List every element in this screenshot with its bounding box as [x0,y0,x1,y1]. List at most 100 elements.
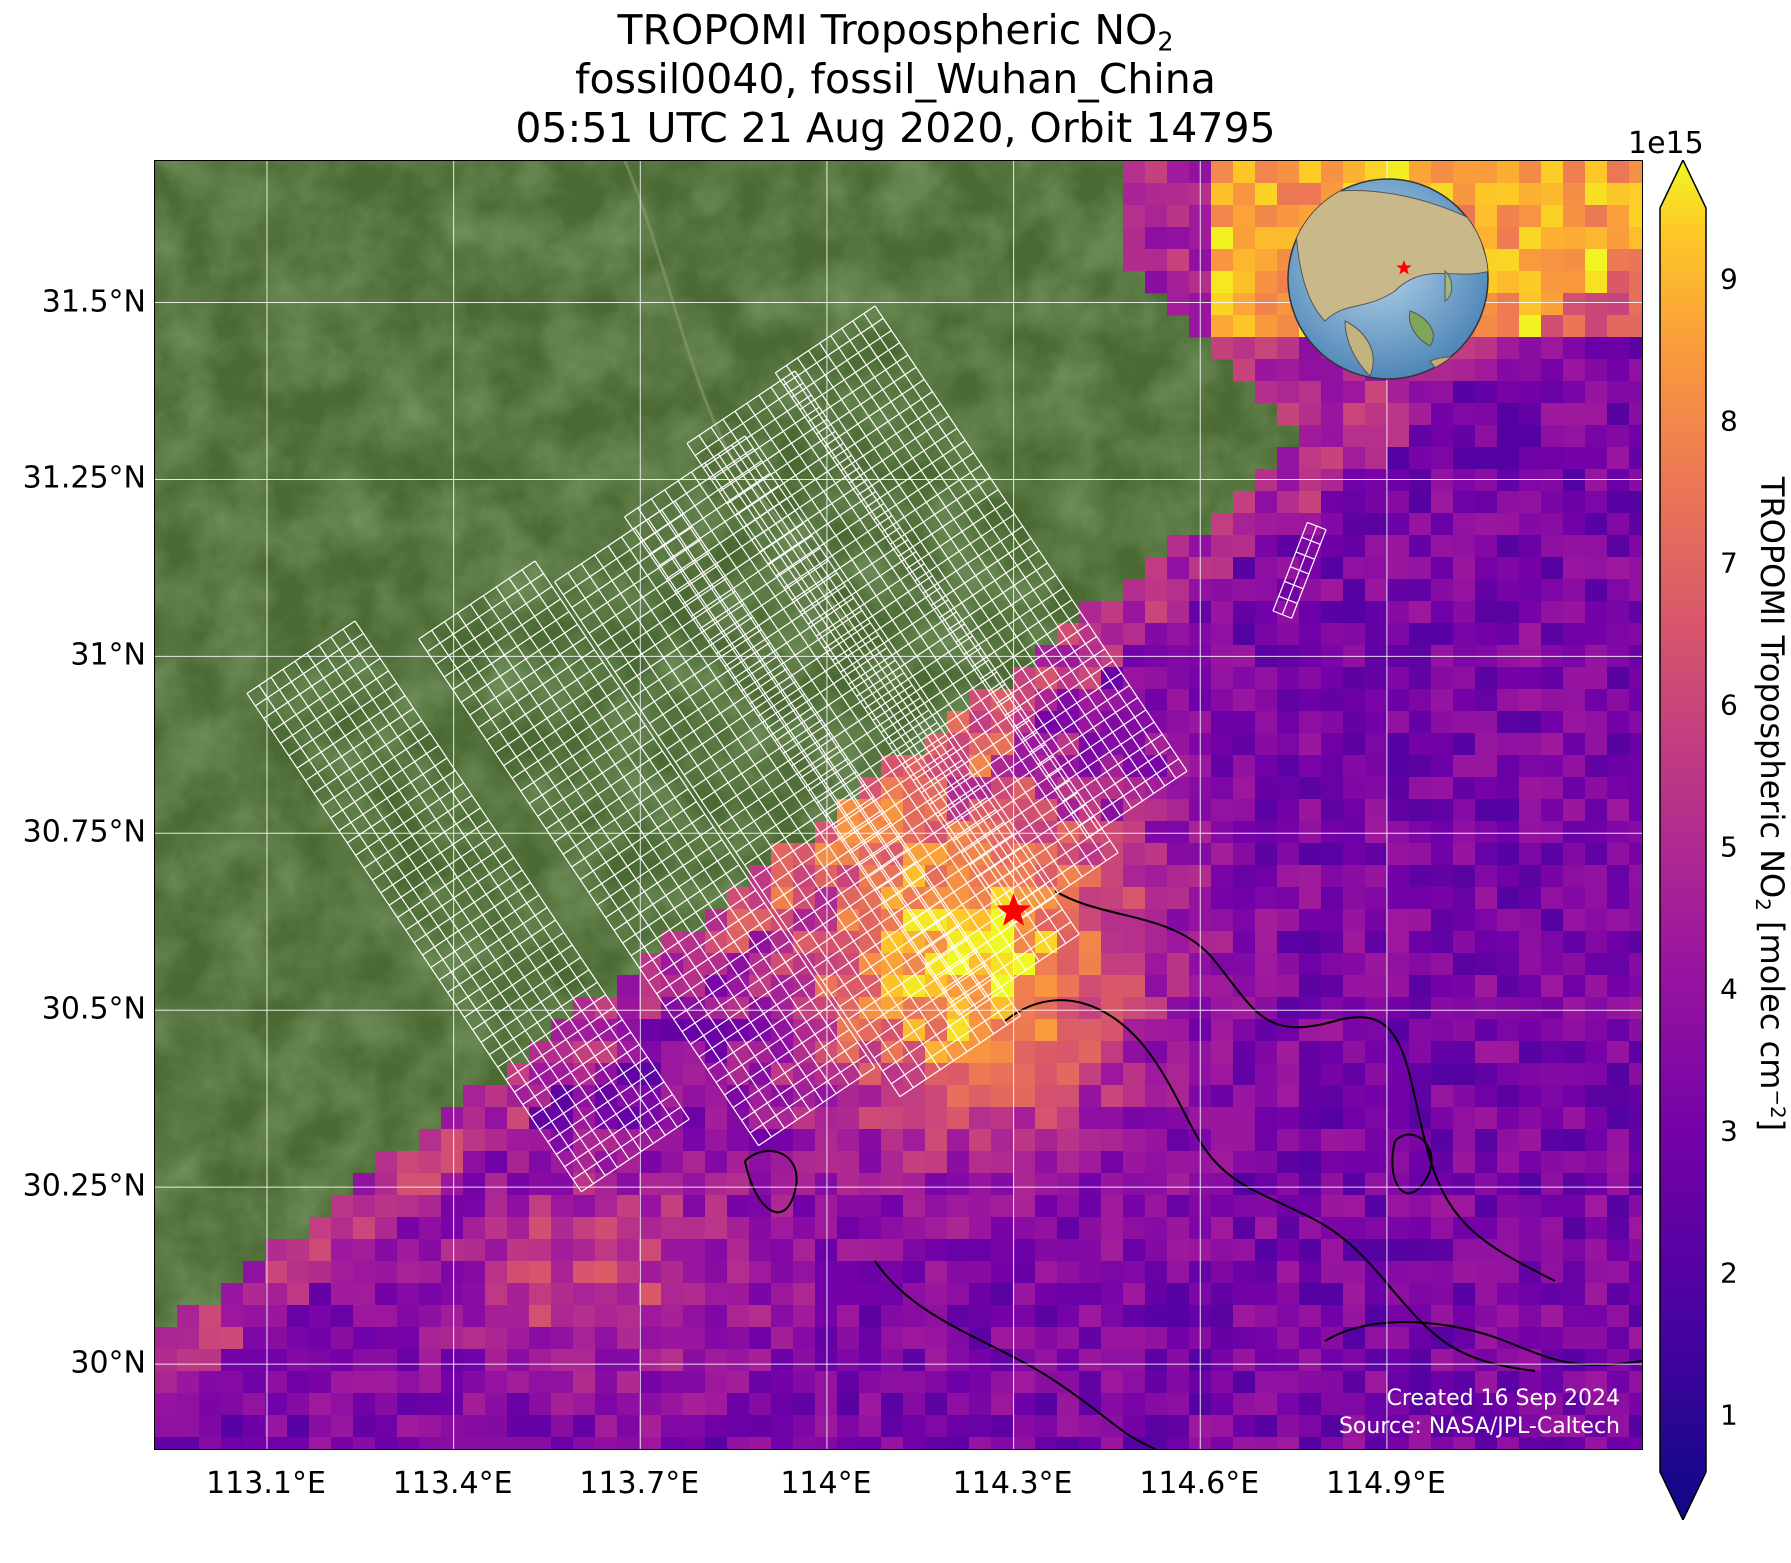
no2-pixel [353,1371,376,1394]
no2-pixel [1453,161,1476,184]
no2-pixel [727,1129,750,1152]
no2-pixel [595,1371,618,1394]
no2-pixel [815,931,838,954]
no2-pixel [221,1437,244,1449]
no2-pixel [1519,1305,1542,1328]
no2-pixel [1365,491,1388,514]
no2-pixel [1365,1437,1388,1449]
no2-pixel [1343,1239,1366,1262]
no2-pixel [1497,689,1520,712]
no2-pixel [1343,1085,1366,1108]
no2-pixel [727,887,750,910]
no2-pixel [507,1195,530,1218]
no2-pixel [1409,161,1432,184]
no2-pixel [1607,359,1630,382]
no2-pixel [1365,887,1388,910]
no2-pixel [485,1393,508,1416]
no2-pixel [1079,1085,1102,1108]
no2-pixel [771,1371,794,1394]
no2-pixel [1541,931,1564,954]
no2-pixel [1585,359,1608,382]
no2-pixel [1057,1217,1080,1240]
no2-pixel [1475,821,1498,844]
no2-pixel [1145,1041,1168,1064]
no2-pixel [1321,535,1344,558]
no2-pixel [1541,667,1564,690]
no2-pixel [463,1305,486,1328]
no2-pixel [859,1063,882,1086]
no2-pixel [1211,557,1234,580]
no2-pixel [749,1239,772,1262]
no2-pixel [617,1063,640,1086]
no2-pixel [1629,1041,1642,1064]
no2-pixel [1277,777,1300,800]
no2-pixel [1013,1327,1036,1350]
no2-pixel [1453,1261,1476,1284]
no2-pixel [837,1129,860,1152]
colorbar-tick-label: 6 [1720,688,1738,722]
no2-pixel [485,1349,508,1372]
no2-pixel [1607,1415,1630,1438]
no2-pixel [903,1085,926,1108]
no2-pixel [1475,205,1498,228]
no2-pixel [1563,1151,1586,1174]
no2-pixel [1057,1019,1080,1042]
no2-pixel [1365,931,1388,954]
no2-pixel [243,1261,266,1284]
no2-pixel [771,1107,794,1130]
no2-pixel [683,1371,706,1394]
no2-pixel [617,997,640,1020]
no2-pixel [1453,579,1476,602]
no2-pixel [309,1349,332,1372]
no2-pixel [1035,1283,1058,1306]
no2-pixel [1453,447,1476,470]
no2-pixel [1409,1261,1432,1284]
no2-pixel [1409,1349,1432,1372]
no2-pixel [265,1415,288,1438]
no2-pixel [1101,667,1124,690]
no2-pixel [1541,997,1564,1020]
no2-pixel [881,1041,904,1064]
no2-pixel [925,843,948,866]
no2-pixel [1277,359,1300,382]
no2-pixel [419,1173,442,1196]
no2-pixel [375,1327,398,1350]
no2-pixel [859,887,882,910]
no2-pixel [1409,403,1432,426]
no2-pixel [815,1261,838,1284]
no2-pixel [639,1393,662,1416]
no2-pixel [463,1129,486,1152]
no2-pixel [617,1173,640,1196]
no2-pixel [1299,535,1322,558]
no2-pixel [1497,535,1520,558]
no2-pixel [1211,271,1234,294]
no2-pixel [815,843,838,866]
no2-pixel [815,1195,838,1218]
no2-pixel [1585,161,1608,184]
no2-pixel [1167,227,1190,250]
no2-pixel [1475,1129,1498,1152]
no2-pixel [1057,953,1080,976]
no2-pixel [1365,1239,1388,1262]
no2-pixel [969,1239,992,1262]
no2-pixel [617,1371,640,1394]
no2-pixel [1299,909,1322,932]
no2-pixel [1563,293,1586,316]
no2-pixel [1431,1261,1454,1284]
no2-pixel [1453,887,1476,910]
no2-pixel [1607,1261,1630,1284]
no2-pixel [925,1173,948,1196]
no2-pixel [1519,1151,1542,1174]
no2-pixel [1541,183,1564,206]
no2-pixel [1365,1195,1388,1218]
no2-pixel [1431,1041,1454,1064]
no2-pixel [441,1415,464,1438]
no2-pixel [1167,161,1190,184]
no2-pixel [639,1085,662,1108]
no2-pixel [991,1437,1014,1449]
no2-pixel [1607,293,1630,316]
no2-pixel [1475,1415,1498,1438]
no2-pixel [397,1173,420,1196]
no2-pixel [1145,843,1168,866]
no2-pixel [991,1371,1014,1394]
